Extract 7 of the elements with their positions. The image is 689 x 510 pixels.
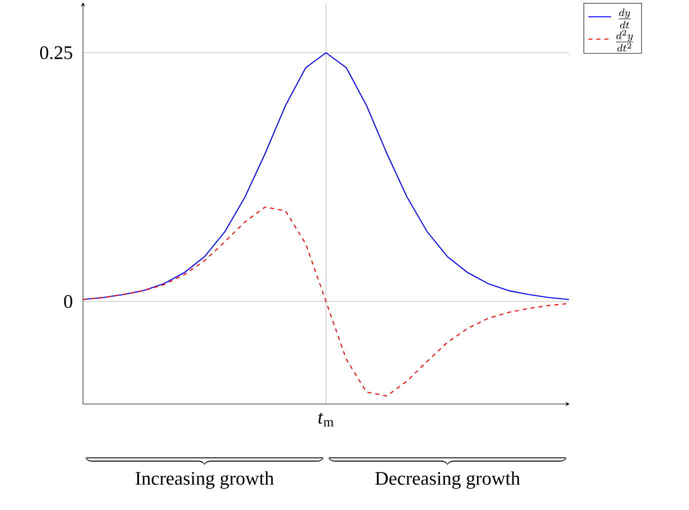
x-tick-label: t$_{m}$: [318, 412, 334, 426]
legend-label: $\frac{dy}{dt}$: [618, 8, 631, 28]
text: Increasing growth: [136, 471, 274, 489]
legend-label: $\frac{d^2y}{dt^2}$: [616, 30, 634, 52]
y-tick-label: 0: [64, 295, 72, 308]
y-tick-label: 0.25: [40, 46, 72, 60]
text: Decreasing growth: [375, 471, 520, 489]
